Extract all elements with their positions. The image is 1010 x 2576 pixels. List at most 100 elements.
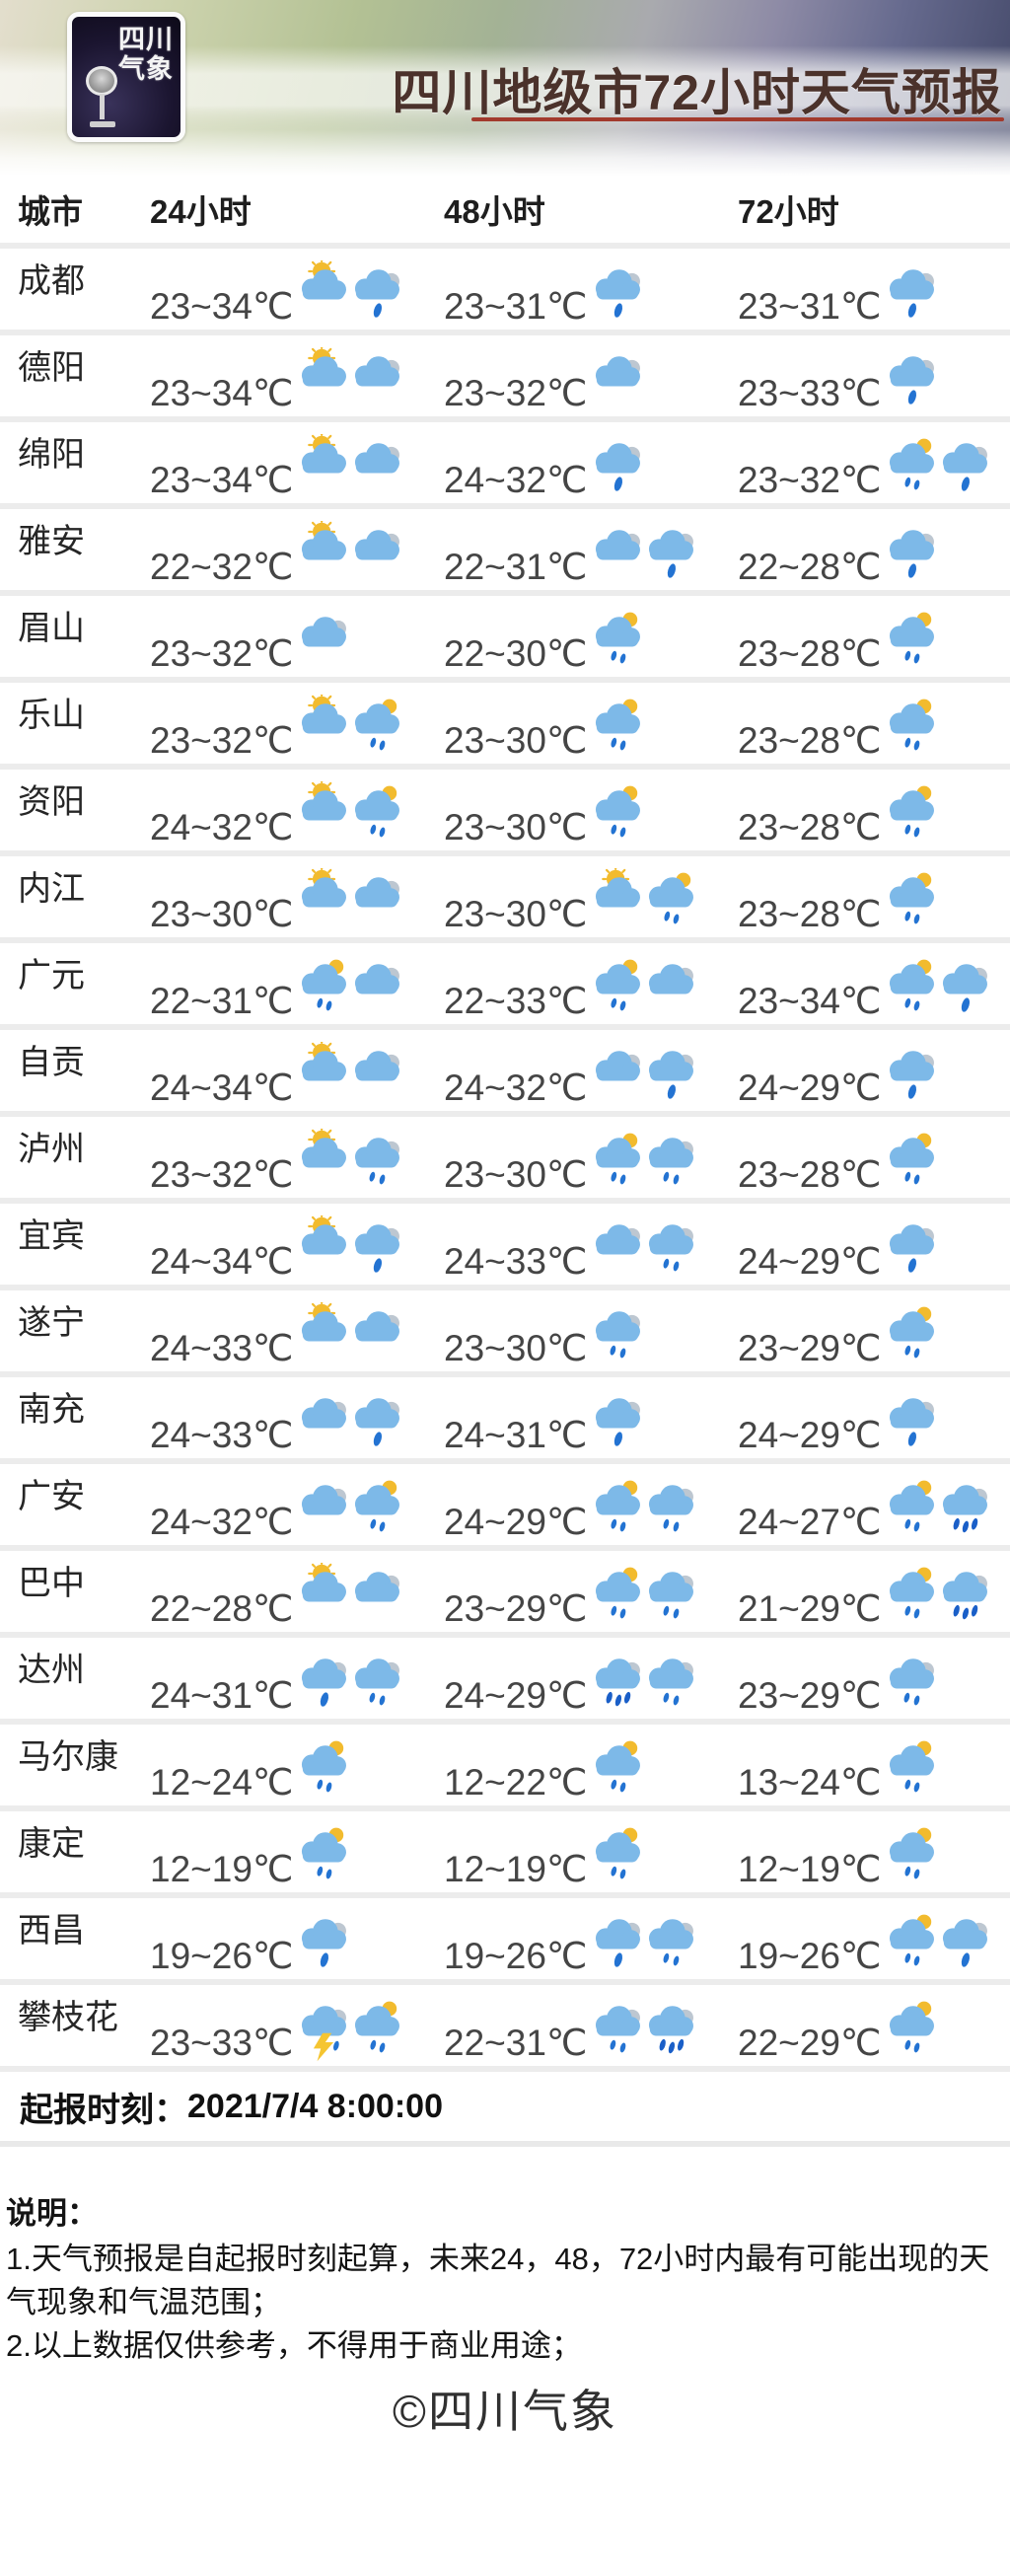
forecast-cell-24h: 22~32℃ — [150, 509, 444, 590]
sun-shower-cloud-icon — [886, 695, 939, 764]
temp-range: 23~34℃ — [738, 981, 882, 1021]
city-label: 宜宾 — [18, 1217, 85, 1255]
forecast-cell-48h: 23~30℃ — [444, 1290, 738, 1371]
temp-range: 24~32℃ — [150, 1502, 294, 1542]
forecast-cell-24h: 23~34℃ — [150, 249, 444, 330]
weather-icons — [298, 781, 404, 850]
weather-icons — [886, 1910, 992, 1979]
weather-icons — [592, 1476, 698, 1545]
temp-range: 22~31℃ — [444, 547, 588, 587]
sun-shower-cloud-icon — [592, 1476, 645, 1545]
issue-time-value: 2021/7/4 8:00:00 — [187, 2087, 443, 2125]
temp-range: 24~31℃ — [444, 1415, 588, 1455]
temp-range: 24~29℃ — [738, 1241, 882, 1282]
forecast-cell-48h: 22~31℃ — [444, 509, 738, 590]
city-label: 绵阳 — [18, 436, 85, 474]
temp-range: 24~29℃ — [738, 1415, 882, 1455]
city-label: 南充 — [18, 1391, 85, 1429]
forecast-cell-24h: 22~31℃ — [150, 943, 444, 1024]
table-row: 遂宁 24~33℃ 23~30℃ 23~29℃ — [0, 1290, 1010, 1377]
logo-text-line1: 四川 — [118, 25, 174, 54]
light-rain-cloud-icon — [592, 1302, 645, 1371]
light-rain-cloud-icon — [592, 1997, 645, 2066]
sun-shower-cloud-icon — [886, 1129, 939, 1198]
rain-cloud-icon — [351, 1215, 404, 1285]
sun-behind-cloud-icon — [298, 434, 351, 503]
city-label: 资阳 — [18, 783, 85, 821]
weather-icons — [592, 955, 698, 1024]
weather-icons — [298, 955, 404, 1024]
issue-time-row: 起报时刻： 2021/7/4 8:00:00 — [0, 2072, 1010, 2147]
sun-behind-cloud-icon — [298, 1302, 351, 1371]
temp-range: 23~30℃ — [444, 1154, 588, 1195]
city-label: 内江 — [18, 870, 85, 908]
forecast-cell-48h: 23~32℃ — [444, 335, 738, 416]
weather-icons — [298, 1563, 404, 1632]
table-row: 眉山 23~32℃ 22~30℃ 23~28℃ — [0, 596, 1010, 683]
weather-icons — [298, 1042, 404, 1111]
table-row: 广安 24~32℃ 24~29℃ 24~27℃ — [0, 1464, 1010, 1551]
sun-shower-cloud-icon — [351, 695, 404, 764]
sun-shower-cloud-icon — [886, 1302, 939, 1371]
table-row: 巴中 22~28℃ 23~29℃ 21~29℃ — [0, 1551, 1010, 1638]
satellite-dish-icon — [84, 66, 123, 127]
cloud-icon — [298, 1476, 351, 1545]
weather-icons — [298, 1997, 404, 2066]
rain-cloud-icon — [592, 1389, 645, 1458]
column-header-48h: 48小时 — [444, 193, 545, 230]
table-row: 自贡 24~34℃ 24~32℃ 24~29℃ — [0, 1030, 1010, 1117]
weather-icons — [886, 1215, 939, 1285]
forecast-cell-48h: 23~29℃ — [444, 1551, 738, 1632]
forecast-cell-72h: 24~29℃ — [738, 1204, 1010, 1285]
sun-shower-cloud-icon — [592, 781, 645, 850]
forecast-cell-24h: 24~33℃ — [150, 1290, 444, 1371]
city-label: 西昌 — [18, 1912, 85, 1950]
table-row: 资阳 24~32℃ 23~30℃ 23~28℃ — [0, 770, 1010, 856]
city-label: 广元 — [18, 957, 85, 994]
weather-icons — [886, 1563, 992, 1632]
temp-range: 22~28℃ — [150, 1588, 294, 1629]
forecast-cell-24h: 24~33℃ — [150, 1377, 444, 1458]
sun-shower-cloud-icon — [351, 1476, 404, 1545]
forecast-cell-72h: 24~27℃ — [738, 1464, 1010, 1545]
table-row: 西昌 19~26℃ 19~26℃ 19~26℃ — [0, 1898, 1010, 1985]
weather-icons — [886, 521, 939, 590]
logo-text: 四川 气象 — [118, 25, 174, 84]
weather-icons — [886, 1129, 939, 1198]
temp-range: 23~30℃ — [150, 894, 294, 934]
table-row: 康定 12~19℃ 12~19℃ 12~19℃ — [0, 1811, 1010, 1898]
weather-icons — [592, 1997, 698, 2066]
sun-shower-cloud-icon — [645, 868, 698, 937]
weather-icons — [886, 1302, 939, 1371]
city-label: 巴中 — [18, 1565, 85, 1602]
sun-behind-cloud-icon — [298, 695, 351, 764]
forecast-cell-24h: 19~26℃ — [150, 1898, 444, 1979]
notes-line-1: 1.天气预报是自起报时刻起算，未来24，48，72小时内最有可能出现的天气现象和… — [6, 2242, 990, 2320]
weather-icons — [886, 1736, 939, 1805]
forecast-cell-72h: 24~29℃ — [738, 1377, 1010, 1458]
weather-icons — [298, 1736, 351, 1805]
forecast-table: 成都 23~34℃ 23~31℃ 23~31℃ 德阳 23~34℃ 23~32℃ 23~33℃… — [0, 249, 1010, 2072]
thunderstorm-cloud-icon — [298, 1997, 351, 2066]
rain-cloud-icon — [886, 347, 939, 416]
weather-icons — [592, 608, 645, 677]
forecast-cell-48h: 22~31℃ — [444, 1985, 738, 2066]
weather-icons — [592, 521, 698, 590]
weather-icons — [298, 1910, 351, 1979]
forecast-cell-72h: 22~29℃ — [738, 1985, 1010, 2066]
rain-cloud-icon — [886, 521, 939, 590]
weather-icons — [886, 1650, 939, 1719]
temp-range: 23~28℃ — [738, 807, 882, 847]
temp-range: 23~28℃ — [738, 633, 882, 674]
weather-icons — [298, 1823, 351, 1892]
rain-cloud-icon — [592, 260, 645, 330]
weather-icons — [592, 1129, 698, 1198]
temp-range: 23~29℃ — [444, 1588, 588, 1629]
temp-range: 23~30℃ — [444, 894, 588, 934]
weather-icons — [298, 1129, 404, 1198]
rain-cloud-icon — [645, 521, 698, 590]
weather-icons — [298, 434, 404, 503]
rain-cloud-icon — [939, 955, 992, 1024]
weather-icons — [886, 1389, 939, 1458]
table-row: 马尔康 12~24℃ 12~22℃ 13~24℃ — [0, 1725, 1010, 1811]
